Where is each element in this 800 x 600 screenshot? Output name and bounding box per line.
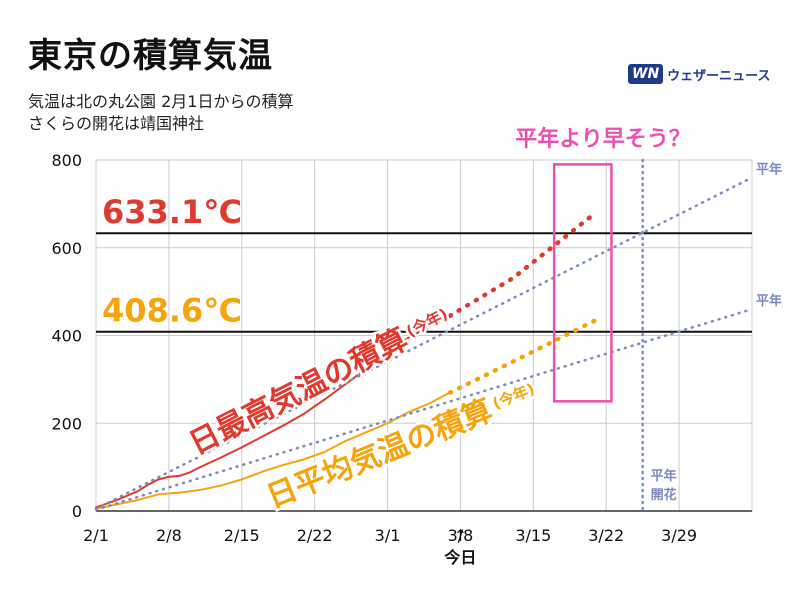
x-tick-label: 3/1 <box>375 526 401 545</box>
normal-bloom-label: 開花 <box>651 487 677 503</box>
series-line-2 <box>95 391 452 510</box>
brand-logo: WN ウェザーニュース <box>628 62 771 86</box>
brand-name: ウェザーニュース <box>667 68 771 84</box>
weathernews-icon: WN <box>628 64 664 84</box>
x-tick-label: 3/29 <box>661 526 697 545</box>
x-tick-label: 2/22 <box>297 526 333 545</box>
highlight-label: 平年より早そう？ <box>515 126 691 152</box>
subtitle-line-2: さくらの開花は靖国神社 <box>28 114 205 133</box>
x-tick-label: 3/22 <box>588 526 624 545</box>
x-tick-label: 3/15 <box>515 526 551 545</box>
threshold-label-max: 633.1℃ <box>102 193 242 231</box>
highlight-box <box>552 163 613 403</box>
threshold-label-avg: 408.6℃ <box>102 292 242 330</box>
y-tick-label: 0 <box>72 502 82 521</box>
y-tick-label: 600 <box>51 239 82 258</box>
x-tick-label: 3/8 <box>448 526 474 545</box>
y-tick-label: 200 <box>51 414 82 433</box>
series-line-0 <box>95 314 452 509</box>
today-marker: ↑ <box>454 526 467 545</box>
today-label: 今日 <box>443 548 476 567</box>
subtitle-line-1: 気温は北の丸公園 2月1日からの積算 <box>28 92 294 111</box>
x-tick-label: 2/8 <box>156 526 182 545</box>
normal-bloom-label: 平年 <box>651 468 677 484</box>
series-line-3 <box>447 317 599 395</box>
normal-series-label: 平年 <box>756 293 782 309</box>
series-line-1 <box>447 210 599 319</box>
chart-title: 東京の積算気温 <box>28 36 273 76</box>
x-tick-label: 2/1 <box>83 526 109 545</box>
x-tick-label: 2/15 <box>224 526 260 545</box>
y-tick-label: 400 <box>51 327 82 346</box>
normal-series-label: 平年 <box>756 162 782 178</box>
series-line-5 <box>94 307 754 511</box>
y-tick-label: 800 <box>51 151 82 170</box>
